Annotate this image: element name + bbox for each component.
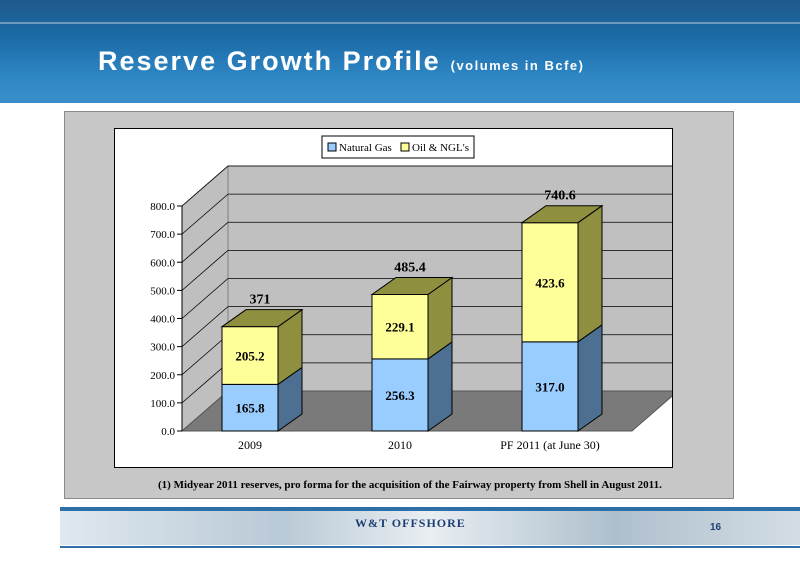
bar-front-gas xyxy=(371,358,429,432)
slide-title: Reserve Growth Profile (volumes in Bcfe) xyxy=(98,46,584,77)
bar-top xyxy=(520,205,604,224)
grid-line-side xyxy=(181,165,229,207)
footer: W&T OFFSHORE 16 xyxy=(0,507,800,565)
bar-front-oil xyxy=(521,222,579,343)
y-tick-label: 0.0 xyxy=(161,426,175,438)
bar-front-gas xyxy=(221,383,279,432)
grid-line-side xyxy=(181,306,229,347)
x-category-label: 2009 xyxy=(238,438,262,452)
y-tick-label: 600.0 xyxy=(150,257,175,269)
legend-label-oil: Oil & NGL's xyxy=(412,142,469,154)
footnote: (1) Midyear 2011 reserves, pro forma for… xyxy=(158,479,662,491)
bar-value-label: 256.3 xyxy=(385,388,415,403)
bar-total-label: 371 xyxy=(250,293,271,308)
y-tick-label: 100.0 xyxy=(150,398,175,410)
bar-total-label: 485.4 xyxy=(394,260,426,275)
grid-line-side xyxy=(181,221,229,263)
bar-side-gas xyxy=(577,323,603,432)
company-logo: W&T OFFSHORE xyxy=(355,516,466,530)
footer-rule-bottom xyxy=(60,546,800,548)
bar-top xyxy=(220,309,304,328)
bar-value-label: 165.8 xyxy=(235,401,265,416)
footer-photo-strip xyxy=(60,511,800,545)
bar-value-label: 423.6 xyxy=(535,275,565,290)
header-stripe xyxy=(0,22,800,24)
legend-swatch-oil xyxy=(400,142,410,152)
grid-line-side xyxy=(181,278,229,319)
legend-box xyxy=(321,135,475,159)
bar-value-label: 317.0 xyxy=(535,379,564,394)
x-category-label: 2010 xyxy=(388,438,412,452)
page-number: 16 xyxy=(710,522,722,533)
grid-line-side xyxy=(181,334,229,376)
bar-side-oil xyxy=(577,204,603,343)
bar-value-label: 205.2 xyxy=(235,349,264,364)
y-tick-label: 700.0 xyxy=(150,229,175,241)
legend-swatch-gas xyxy=(327,142,337,152)
bar-front-oil xyxy=(221,326,279,385)
y-tick-label: 800.0 xyxy=(150,201,175,213)
bar-value-label: 229.1 xyxy=(385,320,414,335)
grid-line-side xyxy=(181,362,229,404)
stacked-bar-chart: 0.0 100.0 200.0 300.0 400.0 500.0 600.0 700.0 80… xyxy=(150,135,672,452)
slide-title-text: Reserve Growth Profile xyxy=(98,46,441,76)
bar-top xyxy=(370,276,454,295)
chart-area: 0.0 100.0 200.0 300.0 400.0 500.0 600.0 700.0 80… xyxy=(114,128,673,468)
y-tick-label: 400.0 xyxy=(150,314,175,326)
footer-rule-top xyxy=(60,507,800,511)
y-tick-label: 200.0 xyxy=(150,370,175,382)
grid-line-side xyxy=(181,193,229,235)
y-tick-label: 500.0 xyxy=(150,285,175,297)
header-banner: Reserve Growth Profile (volumes in Bcfe) xyxy=(0,0,800,103)
bar-total-label: 740.6 xyxy=(544,189,576,204)
x-category-label: PF 2011 (at June 30) xyxy=(500,438,600,452)
slide-subtitle: (volumes in Bcfe) xyxy=(450,58,585,73)
y-tick-label: 300.0 xyxy=(150,342,175,354)
legend-label-gas: Natural Gas xyxy=(339,142,392,154)
grid-line-side xyxy=(181,250,229,291)
